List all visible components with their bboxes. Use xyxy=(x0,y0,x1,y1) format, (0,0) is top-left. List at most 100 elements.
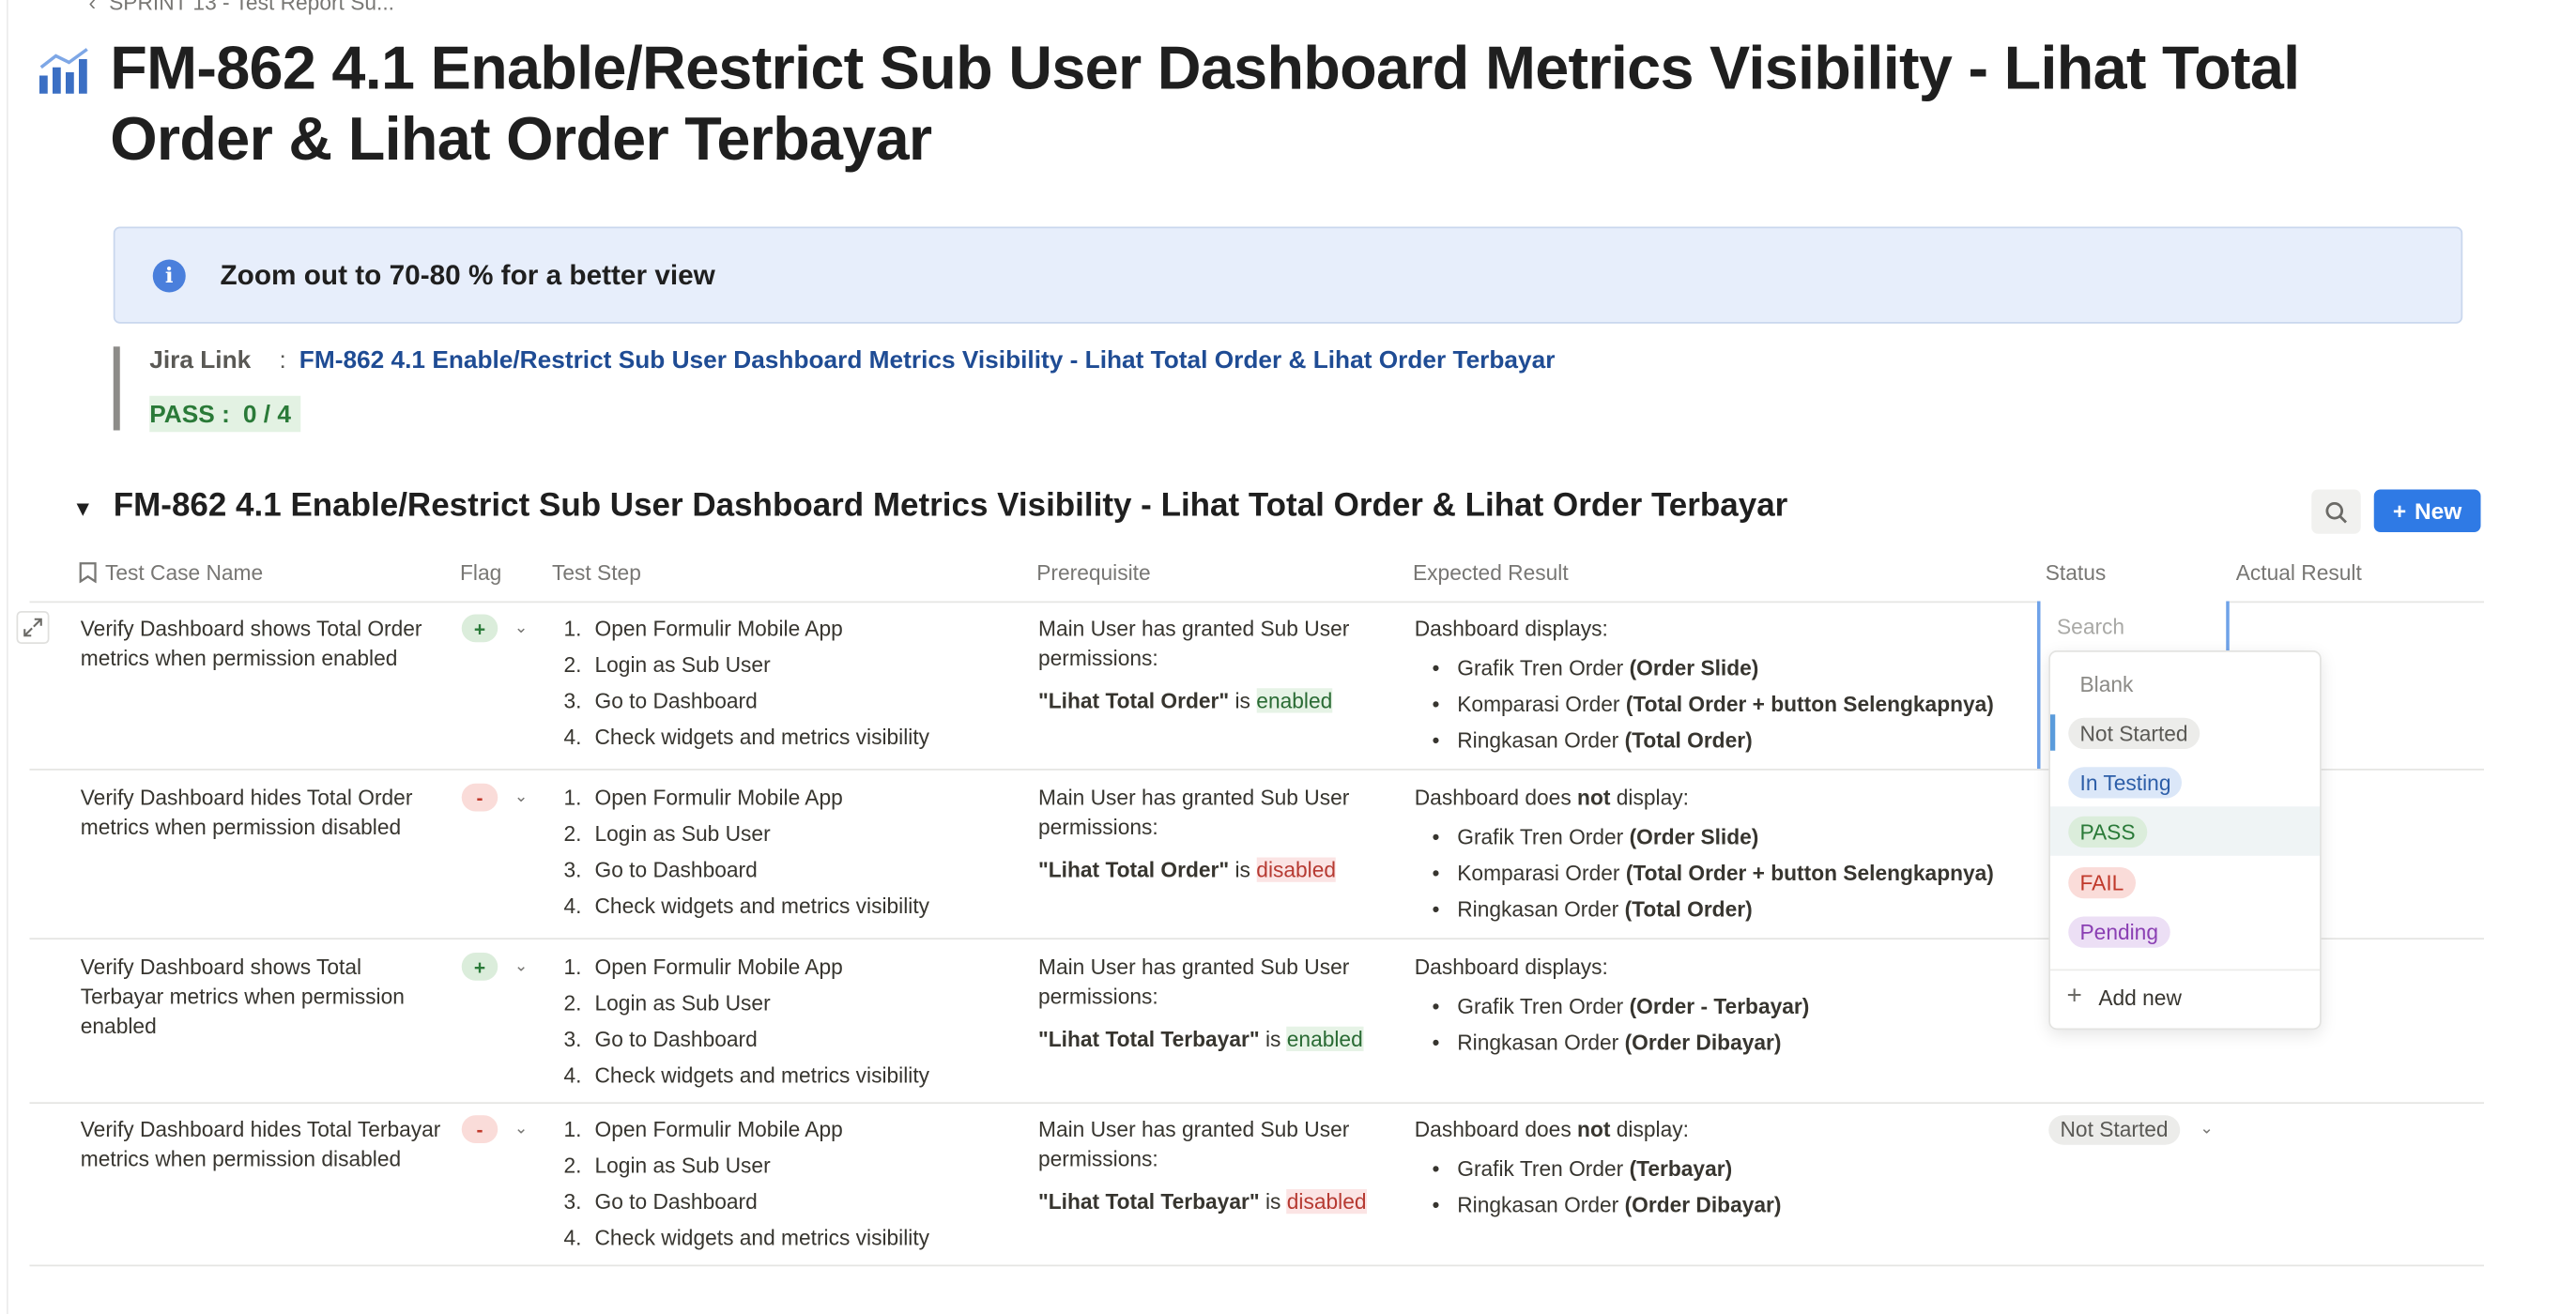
flag-badge[interactable]: - xyxy=(461,1115,498,1143)
test-case-name[interactable]: Verify Dashboard shows Total Terbayar me… xyxy=(80,954,405,1038)
column-header-step-label: Test Step xyxy=(552,559,641,585)
chevron-down-icon[interactable]: ⌄ xyxy=(514,619,529,637)
jira-link[interactable]: FM-862 4.1 Enable/Restrict Sub User Dash… xyxy=(299,346,1556,374)
list-item: Grafik Tren Order (Order - Terbayar) xyxy=(1415,992,2039,1029)
list-item: 4. Check widgets and metrics visibility xyxy=(563,1225,930,1250)
prereq-permission: "Lihat Total Terbayar" is enabled xyxy=(1038,1026,1363,1051)
chevron-left-icon: ‹ xyxy=(88,0,97,15)
breadcrumb[interactable]: ‹ SPRINT 13 - Test Report Su... xyxy=(89,0,395,15)
open-row-button[interactable] xyxy=(16,611,50,644)
test-steps: 1. Open Formulir Mobile App 2. Login as Su… xyxy=(552,1115,1012,1260)
column-header-name[interactable]: Test Case Name xyxy=(79,560,263,585)
test-case-name[interactable]: Verify Dashboard shows Total Order metri… xyxy=(80,616,422,670)
chevron-down-icon[interactable]: ⌄ xyxy=(514,1120,529,1138)
flag-badge[interactable]: + xyxy=(461,614,498,643)
list-item: 2. Login as Sub User xyxy=(563,990,771,1016)
column-header-flag[interactable]: Flag xyxy=(460,560,501,585)
list-item: Ringkasan Order (Total Order) xyxy=(1415,726,2039,763)
row-divider xyxy=(29,769,2484,771)
expected-intro: Dashboard does not display: xyxy=(1414,1117,1689,1142)
pass-label: PASS : xyxy=(149,400,230,428)
chevron-down-icon[interactable]: ⌄ xyxy=(514,788,529,807)
list-item: 2. Login as Sub User xyxy=(563,651,771,677)
option-label: Pending xyxy=(2068,916,2170,948)
test-steps: 1. Open Formulir Mobile App 2. Login as Su… xyxy=(552,953,1012,1097)
test-steps: 1. Open Formulir Mobile App 2. Login as Su… xyxy=(552,784,1012,928)
status-option-pending[interactable]: Pending xyxy=(2050,907,2320,956)
column-header-status[interactable]: Status xyxy=(2046,560,2107,585)
status-search-input[interactable]: Search xyxy=(2057,614,2125,639)
column-header-expected-label: Expected Result xyxy=(1413,559,1569,585)
column-header-expected[interactable]: Expected Result xyxy=(1413,560,1569,585)
prereq-permission: "Lihat Total Order" is disabled xyxy=(1038,857,1337,882)
table-search-button[interactable] xyxy=(2311,489,2361,534)
pass-value: 0 / 4 xyxy=(242,400,291,428)
list-item: 2. Login as Sub User xyxy=(563,1153,771,1178)
section-title: FM-862 4.1 Enable/Restrict Sub User Dash… xyxy=(113,487,1788,525)
list-item: Grafik Tren Order (Order Slide) xyxy=(1415,823,2039,860)
flag-badge[interactable]: - xyxy=(461,783,498,812)
list-item: 4. Check widgets and metrics visibility xyxy=(563,724,930,749)
status-option-blank[interactable]: Blank xyxy=(2050,659,2320,709)
list-item: Ringkasan Order (Order Dibayar) xyxy=(1415,1191,2039,1228)
expected-intro: Dashboard displays: xyxy=(1414,954,1608,979)
prereq-permission: "Lihat Total Order" is enabled xyxy=(1038,688,1333,713)
option-label: In Testing xyxy=(2068,767,2183,799)
column-header-actual[interactable]: Actual Result xyxy=(2236,560,2362,585)
list-item: 3. Go to Dashboard xyxy=(563,1026,758,1051)
test-case-name[interactable]: Verify Dashboard hides Total Order metri… xyxy=(80,785,413,840)
column-header-step[interactable]: Test Step xyxy=(552,560,641,585)
jira-colon: : xyxy=(279,346,286,374)
column-header-status-label: Status xyxy=(2045,559,2107,585)
option-label: Blank xyxy=(2079,671,2134,696)
add-new-label: Add new xyxy=(2098,985,2182,1010)
expand-icon xyxy=(23,618,42,637)
quote-bar xyxy=(113,346,120,431)
new-button[interactable]: + New xyxy=(2373,489,2481,532)
prereq-text: Main User has granted Sub User permissio… xyxy=(1038,785,1350,840)
header-divider xyxy=(29,601,2484,604)
plus-icon: + xyxy=(2392,497,2407,525)
info-icon: i xyxy=(152,259,186,293)
status-dropdown: Blank Not Started In Testing PASS FAIL P… xyxy=(2048,650,2322,1031)
jira-link-row: Jira Link : FM-862 4.1 Enable/Restrict S… xyxy=(149,346,1555,374)
flag-badge[interactable]: + xyxy=(461,953,498,981)
list-item: Grafik Tren Order (Terbayar) xyxy=(1415,1154,2039,1191)
column-header-name-label: Test Case Name xyxy=(105,559,264,585)
breadcrumb-label: SPRINT 13 - Test Report Su... xyxy=(109,0,394,15)
prereq-permission: "Lihat Total Terbayar" is disabled xyxy=(1038,1189,1367,1215)
status-badge[interactable]: Not Started xyxy=(2048,1115,2180,1145)
list-item: Komparasi Order (Total Order + button Se… xyxy=(1415,690,2039,726)
list-item: 3. Go to Dashboard xyxy=(563,688,758,713)
new-button-label: New xyxy=(2414,497,2462,525)
expected-result: Dashboard does not display: Grafik Tren … xyxy=(1415,1115,2039,1227)
prereq-text: Main User has granted Sub User permissio… xyxy=(1038,1117,1350,1171)
list-item: Komparasi Order (Total Order + button Se… xyxy=(1415,859,2039,895)
test-case-name[interactable]: Verify Dashboard hides Total Terbayar me… xyxy=(80,1117,441,1171)
search-icon xyxy=(2325,501,2347,523)
list-item: 3. Go to Dashboard xyxy=(563,1189,758,1215)
chevron-down-icon[interactable]: ⌄ xyxy=(2200,1120,2214,1138)
row-divider xyxy=(29,1102,2484,1104)
selected-indicator xyxy=(2050,714,2056,751)
section-toggle[interactable]: ▼ xyxy=(72,496,94,521)
chevron-down-icon[interactable]: ⌄ xyxy=(514,957,529,976)
status-option-fail[interactable]: FAIL xyxy=(2050,858,2320,908)
expected-result: Dashboard displays: Grafik Tren Order (O… xyxy=(1415,953,2039,1064)
list-item: Grafik Tren Order (Order Slide) xyxy=(1415,654,2039,691)
list-item: 4. Check widgets and metrics visibility xyxy=(563,894,930,919)
prerequisite: Main User has granted Sub User permissio… xyxy=(1038,615,1391,717)
list-item: 1. Open Formulir Mobile App xyxy=(563,785,843,810)
page-left-border xyxy=(7,0,8,1314)
column-header-prereq[interactable]: Prerequisite xyxy=(1036,560,1150,585)
expected-result: Dashboard displays: Grafik Tren Order (O… xyxy=(1415,615,2039,763)
add-new-option-button[interactable]: + Add new xyxy=(2067,983,2182,1013)
prerequisite: Main User has granted Sub User permissio… xyxy=(1038,953,1391,1055)
dropdown-divider xyxy=(2050,969,2320,971)
status-option-not-started[interactable]: Not Started xyxy=(2050,708,2320,757)
status-option-pass[interactable]: PASS xyxy=(2050,806,2320,856)
expected-intro: Dashboard does not display: xyxy=(1414,785,1689,810)
status-option-in-testing[interactable]: In Testing xyxy=(2050,757,2320,807)
jira-label: Jira Link xyxy=(149,346,252,374)
column-header-actual-label: Actual Result xyxy=(2235,559,2362,585)
